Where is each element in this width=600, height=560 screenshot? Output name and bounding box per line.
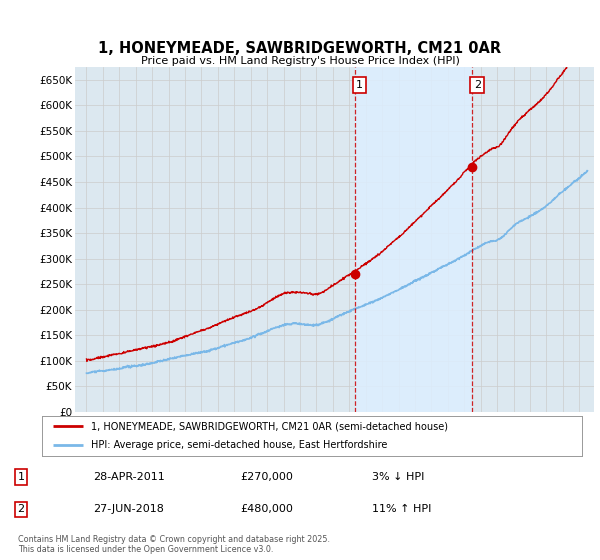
Text: 1: 1 (356, 80, 363, 90)
Text: 3% ↓ HPI: 3% ↓ HPI (372, 472, 424, 482)
Text: 1: 1 (17, 472, 25, 482)
Text: 1, HONEYMEADE, SAWBRIDGEWORTH, CM21 0AR (semi-detached house): 1, HONEYMEADE, SAWBRIDGEWORTH, CM21 0AR … (91, 421, 448, 431)
Text: HPI: Average price, semi-detached house, East Hertfordshire: HPI: Average price, semi-detached house,… (91, 440, 387, 450)
Text: 27-JUN-2018: 27-JUN-2018 (93, 505, 164, 515)
Text: Price paid vs. HM Land Registry's House Price Index (HPI): Price paid vs. HM Land Registry's House … (140, 56, 460, 66)
Text: 2: 2 (17, 505, 25, 515)
Text: 1, HONEYMEADE, SAWBRIDGEWORTH, CM21 0AR: 1, HONEYMEADE, SAWBRIDGEWORTH, CM21 0AR (98, 41, 502, 56)
Text: £480,000: £480,000 (240, 505, 293, 515)
Bar (355, 67, 472, 412)
Text: 2: 2 (473, 80, 481, 90)
Text: 11% ↑ HPI: 11% ↑ HPI (372, 505, 431, 515)
Text: Contains HM Land Registry data © Crown copyright and database right 2025.
This d: Contains HM Land Registry data © Crown c… (18, 535, 330, 554)
Text: 28-APR-2011: 28-APR-2011 (93, 472, 165, 482)
Text: £270,000: £270,000 (240, 472, 293, 482)
